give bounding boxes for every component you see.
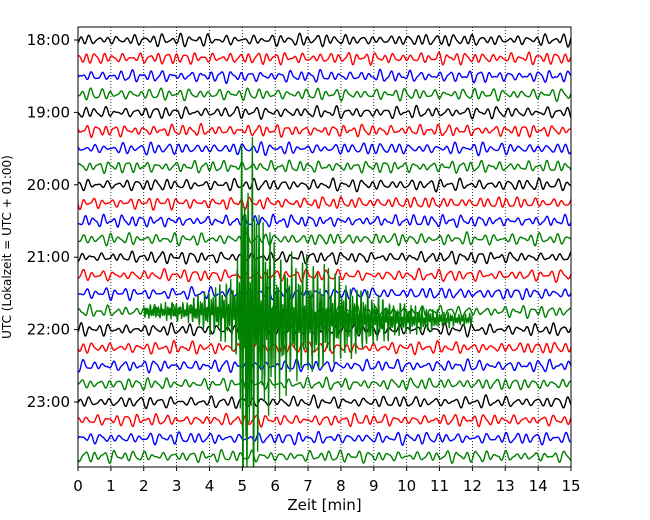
- seismogram-trace: [77, 430, 572, 447]
- y-tick-label: 23:00: [27, 393, 70, 411]
- x-tick-label: 14: [529, 477, 548, 495]
- seismogram-trace: [77, 32, 572, 48]
- seismogram-trace: [77, 51, 572, 66]
- x-axis-label: Zeit [min]: [287, 496, 361, 514]
- event-peak-spike: [240, 144, 250, 468]
- seismogram-trace: [77, 358, 572, 374]
- y-tick-label: 18:00: [27, 31, 70, 49]
- x-tick-label: 8: [336, 477, 346, 495]
- x-tick-label: 9: [369, 477, 379, 495]
- seismogram-trace: [77, 250, 572, 265]
- x-tick-label: 5: [238, 477, 248, 495]
- seismogram-trace: [77, 159, 572, 175]
- x-tick-label: 0: [73, 477, 83, 495]
- seismogram-trace: [77, 339, 572, 356]
- x-tick-label: 15: [561, 477, 580, 495]
- x-tick-label: 7: [303, 477, 313, 495]
- x-tick-label: 10: [397, 477, 416, 495]
- y-tick-label: 20:00: [27, 176, 70, 194]
- seismogram-trace: [77, 412, 572, 428]
- seismogram-trace: [77, 122, 572, 139]
- y-tick-label: 19:00: [27, 103, 70, 121]
- seismogram-trace: [77, 448, 572, 465]
- x-tick-label: 6: [270, 477, 280, 495]
- x-tick-label: 4: [205, 477, 215, 495]
- plot-frame: [77, 26, 572, 468]
- event-signal: [143, 136, 474, 468]
- seismogram-trace: [77, 394, 572, 410]
- y-tick-label: 21:00: [27, 248, 70, 266]
- y-axis-ticks: 18:00 19:00 20:00 21:00 22:00 23:00: [27, 31, 78, 411]
- x-tick-label: 2: [139, 477, 149, 495]
- seismogram-trace: [77, 376, 572, 392]
- x-tick-label: 3: [172, 477, 182, 495]
- seismogram-trace: [77, 104, 572, 120]
- x-tick-label: 13: [496, 477, 515, 495]
- seismogram-trace: [77, 141, 572, 157]
- x-axis-ticks: 0 1 2 3 4 5 6 7 8 9 10 11 12 13 14 15: [73, 467, 581, 495]
- seismogram-trace: [77, 213, 572, 229]
- y-axis-label: UTC (Lokalzeit = UTC + 01:00): [0, 155, 14, 339]
- seismogram-trace: [77, 177, 571, 193]
- x-tick-label: 1: [106, 477, 116, 495]
- seismogram-trace: [77, 231, 572, 247]
- x-tick-label: 11: [430, 477, 449, 495]
- seismogram-trace: [77, 196, 572, 212]
- y-tick-label: 22:00: [27, 321, 70, 339]
- event-waveform: [143, 136, 474, 468]
- x-tick-label: 12: [463, 477, 482, 495]
- seismogram-trace: [77, 87, 572, 102]
- seismogram-trace: [77, 68, 572, 85]
